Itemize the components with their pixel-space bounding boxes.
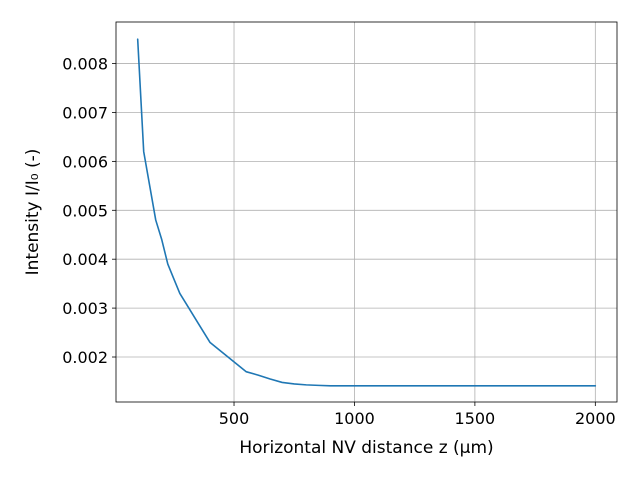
x-tick-label: 1500 bbox=[455, 409, 496, 428]
x-axis-label: Horizontal NV distance z (μm) bbox=[239, 438, 493, 458]
x-tick-label: 500 bbox=[219, 409, 250, 428]
y-tick-label: 0.004 bbox=[62, 250, 108, 269]
grid bbox=[116, 22, 617, 402]
y-axis-label: Intensity I/I₀ (-) bbox=[23, 149, 43, 276]
y-tick-label: 0.006 bbox=[62, 152, 108, 171]
y-tick-label: 0.008 bbox=[62, 55, 108, 74]
y-tick-label: 0.007 bbox=[62, 103, 108, 122]
y-tick-label: 0.003 bbox=[62, 299, 108, 318]
y-tick-label: 0.002 bbox=[62, 348, 108, 367]
ticks: 500 1000 1500 2000 0.002 0.003 0.004 0.005 0.006… bbox=[62, 55, 615, 428]
x-tick-label: 2000 bbox=[575, 409, 616, 428]
plot-frame bbox=[115, 21, 618, 403]
series-layer bbox=[136, 38, 597, 387]
x-tick-label: 1000 bbox=[334, 409, 375, 428]
y-tick-label: 0.005 bbox=[62, 201, 108, 220]
series-line bbox=[136, 38, 597, 387]
